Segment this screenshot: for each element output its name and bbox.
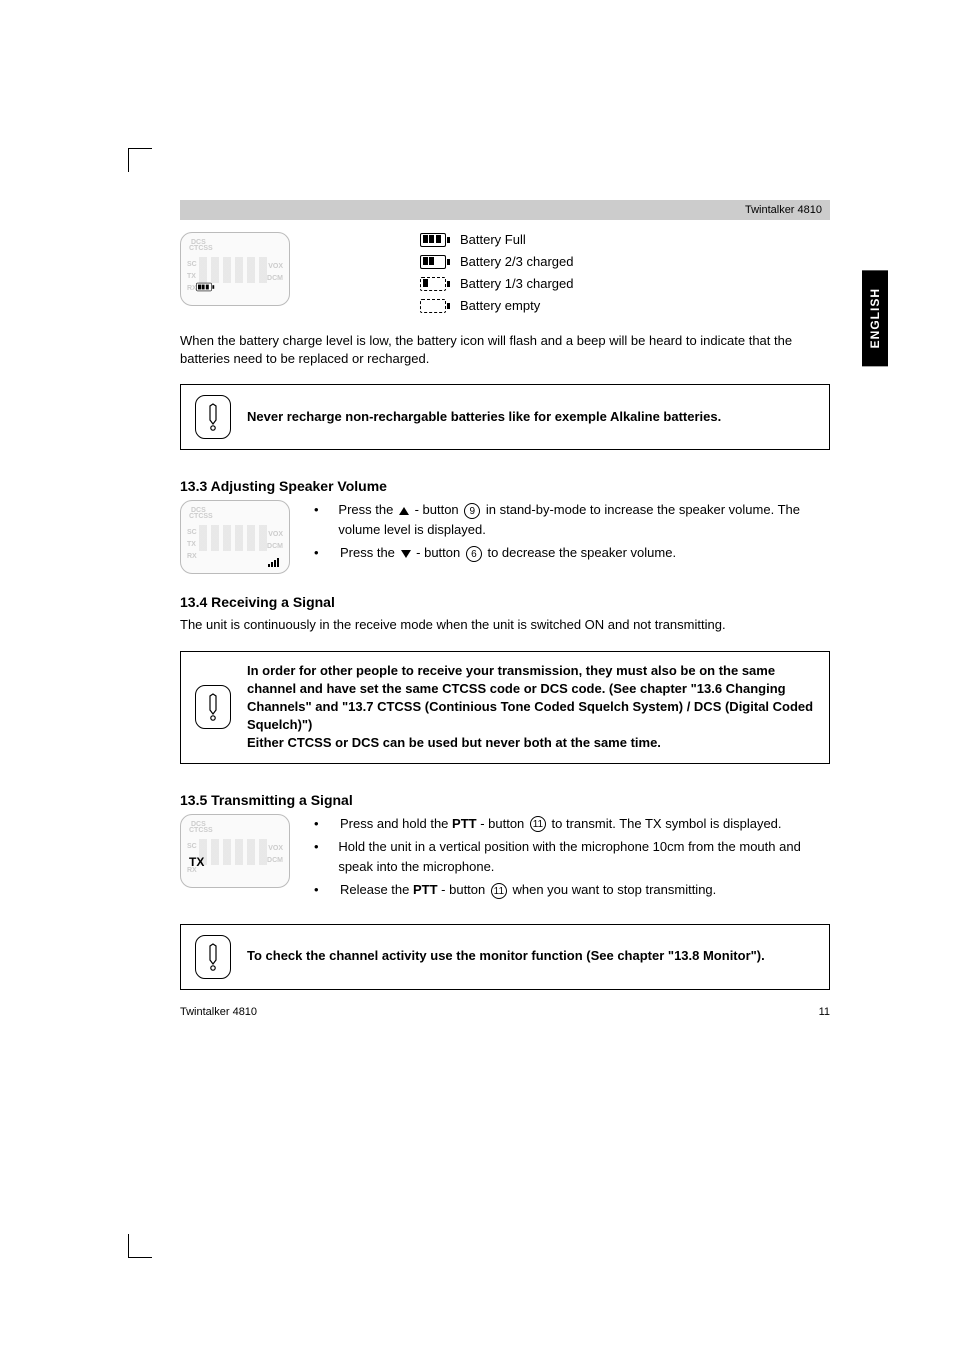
footer-left: Twintalker 4810 [180, 1006, 257, 1018]
battery-empty-icon [420, 299, 446, 313]
tx-release-text: Release the PTT - button 11 when you wan… [340, 880, 716, 900]
lcd-volume-thumb: DCS CTCSS SC TX RX VOX DCM [180, 500, 290, 574]
down-arrow-icon [401, 550, 411, 558]
language-tab: ENGLISH [862, 270, 888, 366]
header-bar: Twintalker 4810 [180, 200, 830, 220]
up-arrow-icon [399, 507, 409, 515]
ref-11b: 11 [491, 883, 507, 899]
ref-6: 6 [466, 546, 482, 562]
tx-hold-text: Press and hold the PTT - button 11 to tr… [340, 814, 782, 834]
battery-full-icon [420, 233, 446, 247]
battery-level-list: Battery Full Battery 2/3 charged Battery… [420, 232, 573, 320]
ref-11: 11 [530, 816, 546, 832]
ref-9: 9 [464, 503, 480, 519]
receive-intro: The unit is continuously in the receive … [180, 616, 830, 634]
note-no-recharge: Never recharge non-rechargable batteries… [180, 384, 830, 450]
page-footer: Twintalker 4810 11 [180, 966, 830, 1018]
battery-2-3-label: Battery 2/3 charged [460, 254, 573, 269]
warning-icon [195, 395, 231, 439]
heading-13-4: 13.4 Receiving a Signal [180, 594, 830, 610]
tx-position-text: Hold the unit in a vertical position wit… [338, 837, 830, 876]
note-no-recharge-text: Never recharge non-rechargable batteries… [247, 408, 721, 426]
vol-up-text: Press the - button 9 in stand-by-mode to… [338, 500, 830, 539]
warning-icon [195, 685, 231, 729]
heading-13-5: 13.5 Transmitting a Signal [180, 792, 830, 808]
note-same-channel: In order for other people to receive you… [180, 651, 830, 764]
battery-empty-label: Battery empty [460, 298, 540, 313]
heading-13-3: 13.3 Adjusting Speaker Volume [180, 478, 830, 494]
footer-page-number: 11 [819, 1006, 830, 1018]
battery-full-label: Battery Full [460, 232, 526, 247]
battery-low-warning: When the battery charge level is low, th… [180, 332, 830, 368]
vol-down-text: Press the - button 6 to decrease the spe… [340, 543, 676, 563]
lcd-tx-thumb: DCS CTCSS SC TX RX VOX DCM [180, 814, 290, 888]
battery-1-3-label: Battery 1/3 charged [460, 276, 573, 291]
note-same-channel-text: In order for other people to receive you… [247, 662, 815, 753]
note-monitor-text: To check the channel activity use the mo… [247, 947, 765, 965]
header-title: Twintalker 4810 [745, 204, 822, 216]
lcd-display-thumb: DCS CTCSS SC TX RX VOX DCM [180, 232, 290, 306]
battery-2-3-icon [420, 255, 446, 269]
battery-1-3-icon [420, 277, 446, 291]
